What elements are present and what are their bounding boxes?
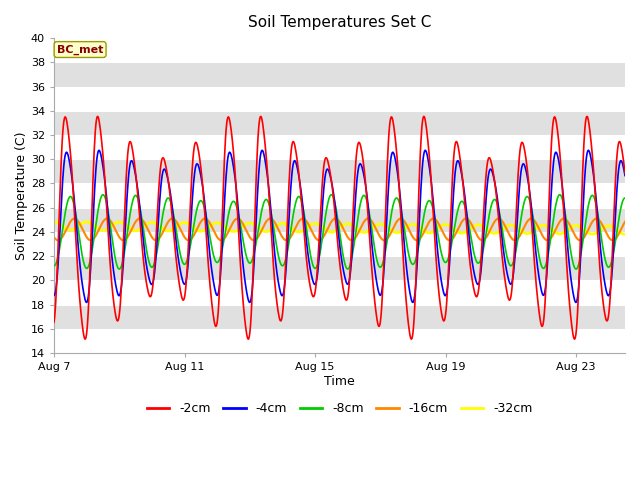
Bar [54,38,625,62]
Bar [54,256,625,280]
Bar [54,280,625,304]
Bar [54,111,625,135]
Bar [54,86,625,111]
Bar [54,159,625,183]
Y-axis label: Soil Temperature (C): Soil Temperature (C) [15,132,28,260]
Bar [54,62,625,86]
Text: BC_met: BC_met [57,45,103,55]
Bar [54,329,625,353]
Bar [54,208,625,232]
X-axis label: Time: Time [324,375,355,388]
Bar [54,183,625,208]
Title: Soil Temperatures Set C: Soil Temperatures Set C [248,15,431,30]
Bar [54,135,625,159]
Bar [54,304,625,329]
Legend: -2cm, -4cm, -8cm, -16cm, -32cm: -2cm, -4cm, -8cm, -16cm, -32cm [141,397,538,420]
Bar [54,232,625,256]
